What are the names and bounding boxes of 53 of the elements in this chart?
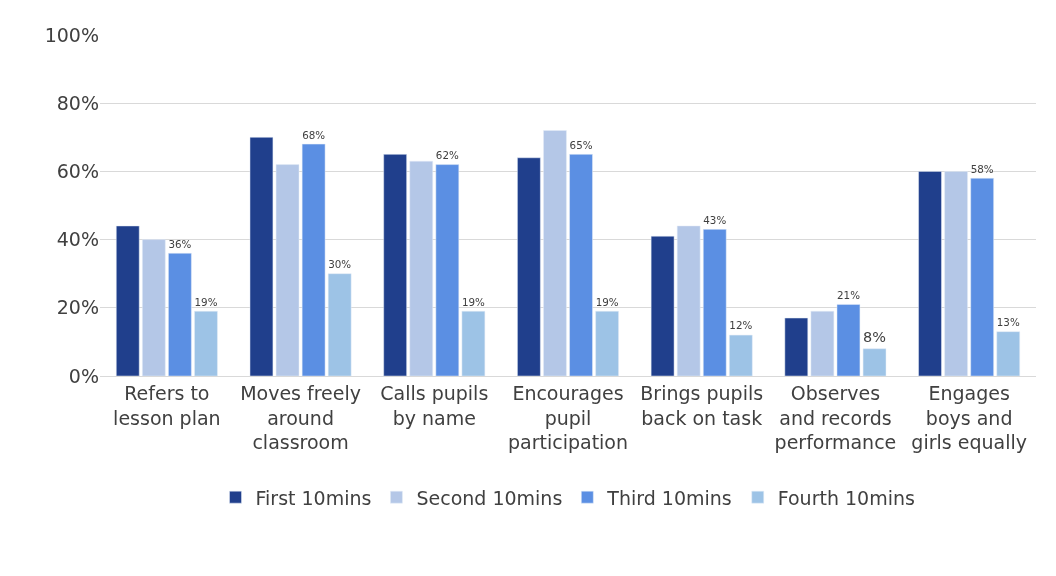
data-label: 19% <box>194 295 218 308</box>
data-label: 21% <box>837 288 861 301</box>
bar <box>918 171 942 376</box>
bar <box>996 331 1020 376</box>
bar <box>569 154 593 376</box>
data-label: 30% <box>328 258 352 271</box>
bar <box>142 239 166 376</box>
y-tick-label: 0% <box>68 364 99 387</box>
y-tick-label: 80% <box>56 91 99 114</box>
bar <box>543 130 567 376</box>
y-tick-label: 20% <box>56 296 99 319</box>
bar <box>383 154 407 376</box>
data-label: 8% <box>863 329 886 346</box>
legend-label: Fourth 10mins <box>777 486 915 509</box>
bar <box>703 229 727 376</box>
data-label: 36% <box>168 237 192 250</box>
x-tick-label: Refers to lesson plan <box>113 381 221 429</box>
bar <box>409 160 433 376</box>
data-label: 62% <box>435 149 459 161</box>
bar <box>168 252 192 376</box>
bar <box>517 157 541 376</box>
bar <box>970 177 994 376</box>
data-label: 19% <box>461 295 486 308</box>
y-tick-label: 60% <box>56 160 99 183</box>
x-tick-label: Moves freely around classroom <box>240 381 362 454</box>
data-label: 43% <box>703 213 727 226</box>
bar <box>435 164 460 376</box>
data-label: 13% <box>996 316 1020 329</box>
data-label: 12% <box>729 319 753 332</box>
bar <box>327 273 352 376</box>
data-label: 68% <box>302 128 326 141</box>
y-tick-label: 100% <box>44 23 99 46</box>
x-tick-label: Brings pupils back on task <box>640 381 764 429</box>
data-label: 65% <box>569 138 593 151</box>
y-tick-label: 40% <box>56 228 99 251</box>
bar <box>944 171 968 376</box>
x-tick-label: Encourages pupil participation <box>507 381 629 454</box>
bar <box>595 310 619 376</box>
bar <box>729 334 753 376</box>
legend-label: First 10mins <box>255 486 372 509</box>
bar <box>194 310 218 376</box>
data-label: 19% <box>595 295 619 308</box>
bar <box>676 225 701 376</box>
x-tick-label: Engages boys and girls equally <box>911 381 1027 454</box>
x-tick-label: Observes and records performance <box>774 381 897 454</box>
bar <box>784 317 809 376</box>
legend-label: Second 10mins <box>416 486 563 509</box>
legend-label: Third 10mins <box>606 486 732 509</box>
bar <box>116 225 140 376</box>
bar <box>650 235 675 376</box>
bar <box>461 310 486 376</box>
data-label: 58% <box>970 162 994 175</box>
x-tick-label: Calls pupils by name <box>380 381 489 429</box>
